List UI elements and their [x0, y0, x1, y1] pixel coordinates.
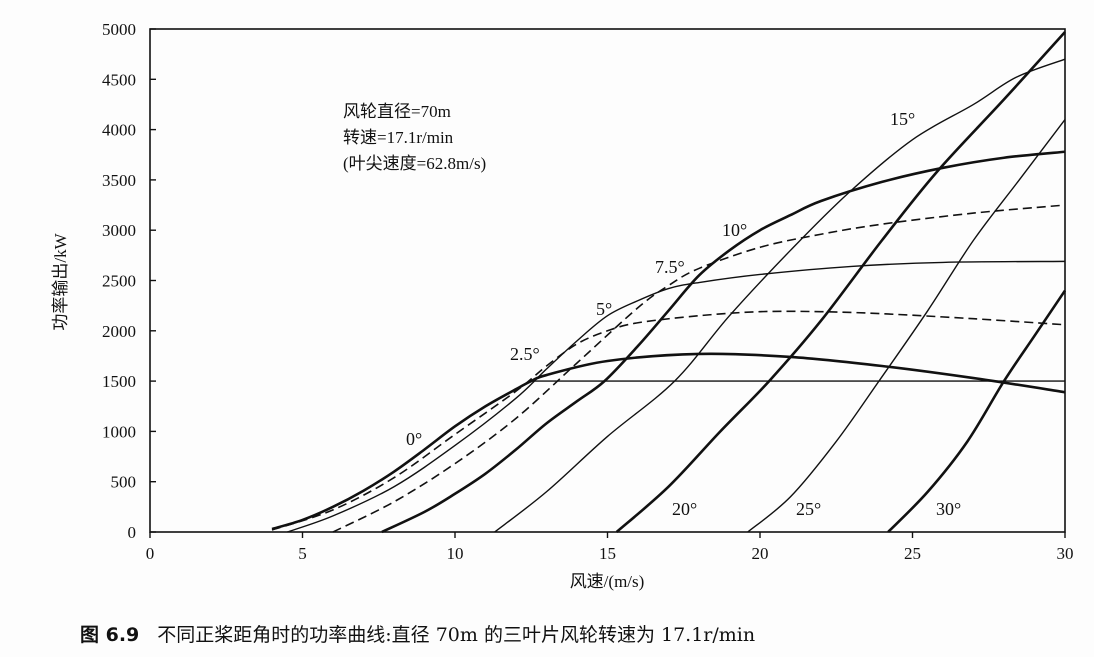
- y-axis-label: 功率输出/kW: [51, 232, 70, 330]
- x-axis-label: 风速/(m/s): [570, 572, 645, 591]
- series-line-0deg: [271, 352, 1066, 531]
- axes: 0 5 10 15 20 25 30 0 500 1000 1500 2000 2500 3000 3500…: [102, 20, 1074, 563]
- annotation-speed: 转速=17.1r/min: [343, 128, 454, 147]
- series-label: 7.5°: [655, 257, 685, 277]
- series-line-15deg: [494, 58, 1066, 533]
- series-label: 25°: [796, 499, 821, 519]
- series-line-20deg: [615, 31, 1066, 533]
- y-tick-label: 1500: [102, 372, 136, 391]
- series-label: 30°: [936, 499, 961, 519]
- x-tick-label: 15: [599, 544, 616, 563]
- series-line-10deg: [381, 150, 1066, 534]
- x-tick-label: 25: [904, 544, 921, 563]
- series-label: 0°: [406, 429, 422, 449]
- series-label: 10°: [722, 220, 747, 240]
- y-tick-label: 4000: [102, 121, 136, 140]
- series-line-30deg: [887, 289, 1067, 533]
- series-line-25deg: [747, 119, 1066, 533]
- y-tick-label: 500: [111, 473, 137, 492]
- series-lines: [271, 31, 1067, 534]
- series-labels: 0° 2.5° 5° 7.5° 10° 15° 20° 25° 30°: [406, 109, 961, 519]
- caption-text: 不同正桨距角时的功率曲线:直径 70m 的三叶片风轮转速为 17.1r/min: [157, 624, 756, 646]
- y-tick-label: 2000: [102, 322, 136, 341]
- series-label: 15°: [890, 109, 915, 129]
- caption-number: 图 6.9: [80, 624, 140, 646]
- series-line-5deg: [287, 260, 1066, 533]
- y-tick-label: 2500: [102, 272, 136, 291]
- series-label: 20°: [672, 499, 697, 519]
- annotation-diameter: 风轮直径=70m: [343, 102, 451, 121]
- series-label: 2.5°: [510, 344, 540, 364]
- x-tick-label: 10: [447, 544, 464, 563]
- y-tick-label: 3500: [102, 171, 136, 190]
- y-tick-label: 5000: [102, 20, 136, 39]
- plot-frame: [149, 28, 1066, 533]
- x-tick-label: 20: [752, 544, 769, 563]
- power-curve-chart: 0 5 10 15 20 25 30 0 500 1000 1500 2000 2500 3000 3500…: [51, 20, 1074, 591]
- y-tick-label: 0: [128, 523, 137, 542]
- x-tick-label: 30: [1057, 544, 1074, 563]
- x-tick-label: 0: [146, 544, 155, 563]
- annotation-tip-speed: (叶尖速度=62.8m/s): [343, 154, 486, 173]
- series-label: 5°: [596, 299, 612, 319]
- series-line-7-5deg: [332, 204, 1066, 533]
- y-tick-label: 4500: [102, 70, 136, 89]
- series-line-2-5deg: [271, 310, 1066, 531]
- y-tick-label: 1000: [102, 422, 136, 441]
- x-tick-label: 5: [298, 544, 307, 563]
- figure-caption: 图 6.9 不同正桨距角时的功率曲线:直径 70m 的三叶片风轮转速为 17.1r…: [80, 620, 755, 647]
- y-tick-label: 3000: [102, 221, 136, 240]
